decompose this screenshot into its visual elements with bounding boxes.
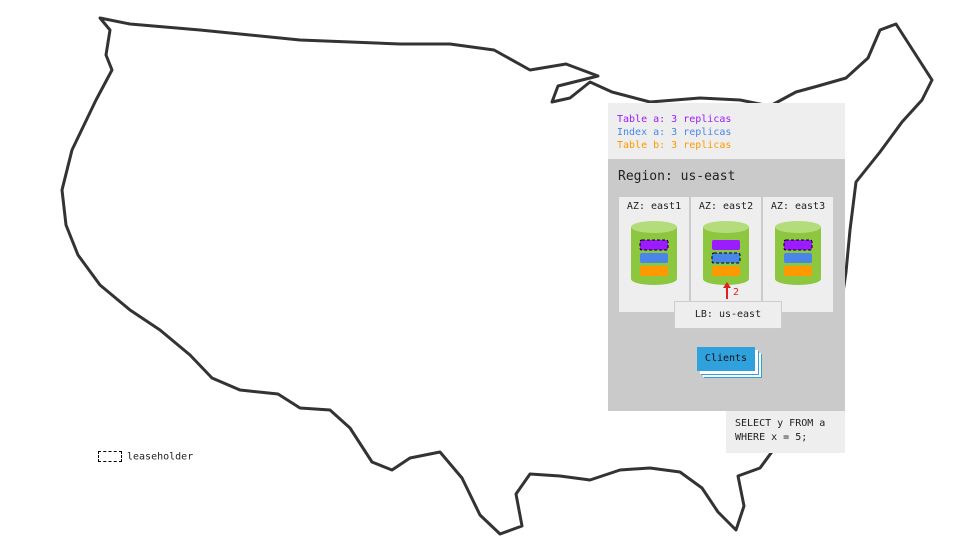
replica-2: [712, 266, 740, 276]
az-1: AZ: east1: [619, 197, 690, 312]
legend-index-a: Index a: 3 replicas: [617, 127, 732, 138]
legend-table-b: Table b: 3 replicas: [617, 140, 732, 151]
replica-0: [712, 240, 740, 250]
request-arrow: [726, 285, 728, 299]
replica-1: [784, 253, 812, 263]
replica-2: [640, 266, 668, 276]
clients-box: Clients: [697, 347, 755, 371]
region-us-east: Region: us-east AZ: east1 AZ: east2 AZ: …: [608, 159, 845, 411]
replica-0: [783, 239, 813, 251]
dashed-box-icon: [98, 451, 122, 462]
leaseholder-label: leaseholder: [127, 451, 194, 463]
replica-2: [784, 266, 812, 276]
replica-0: [639, 239, 669, 251]
replica-1: [711, 252, 741, 264]
query-line: SELECT y FROM a: [735, 418, 826, 429]
sql-query: SELECT y FROM a WHERE x = 5;: [726, 411, 845, 453]
az-label: AZ: east3: [770, 201, 826, 212]
az-label: AZ: east1: [626, 201, 682, 212]
replica-1: [640, 253, 668, 263]
database-cylinder-icon: [703, 221, 749, 285]
load-balancer: LB: us-east: [674, 301, 782, 329]
legend-table-a: Table a: 3 replicas: [617, 114, 732, 125]
az-2: AZ: east2: [691, 197, 762, 312]
az-3: AZ: east3: [763, 197, 834, 312]
database-cylinder-icon: [775, 221, 821, 285]
leaseholder-legend: leaseholder: [98, 451, 193, 463]
replica-legend: Table a: 3 replicas Index a: 3 replicas …: [608, 103, 845, 159]
region-title: Region: us-east: [618, 169, 736, 184]
az-label: AZ: east2: [698, 201, 754, 212]
query-line: WHERE x = 5;: [735, 432, 808, 443]
arrow-label: 2: [733, 287, 740, 298]
database-cylinder-icon: [631, 221, 677, 285]
arrow-head-icon: [723, 282, 731, 288]
